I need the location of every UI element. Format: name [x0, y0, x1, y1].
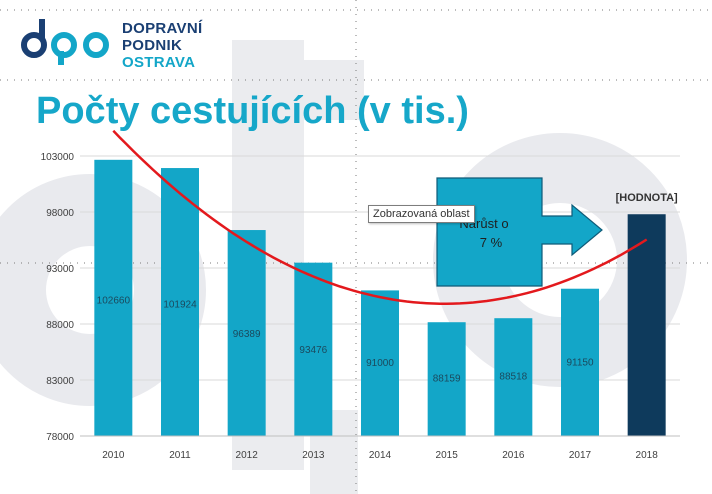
data-label: 91000: [366, 358, 394, 369]
data-label: 101924: [163, 299, 197, 310]
company-name: DOPRAVNÍ PODNIK OSTRAVA: [122, 20, 202, 71]
slide-title: Počty cestujících (v tis.): [36, 90, 469, 132]
y-tick-label: 93000: [46, 264, 74, 275]
x-tick-label: 2018: [636, 450, 659, 461]
x-tick-label: 2012: [236, 450, 259, 461]
bar[interactable]: [361, 290, 399, 436]
y-tick-label: 78000: [46, 432, 74, 443]
x-tick-label: 2013: [302, 450, 325, 461]
x-tick-label: 2017: [569, 450, 592, 461]
bar[interactable]: [427, 322, 466, 436]
bar[interactable]: [294, 262, 333, 436]
x-tick-label: 2016: [502, 450, 525, 461]
y-tick-label: 103000: [41, 152, 75, 163]
data-label: 96389: [233, 329, 261, 340]
data-label: 93476: [299, 345, 327, 356]
company-name-line3: OSTRAVA: [122, 54, 196, 71]
x-tick-label: 2010: [102, 450, 125, 461]
dpo-logo-mark-icon: [21, 19, 109, 65]
data-label: [HODNOTA]: [616, 192, 678, 204]
bar[interactable]: [561, 288, 599, 436]
x-tick-label: 2014: [369, 450, 392, 461]
arrow-callout-line2: 7 %: [480, 235, 503, 250]
bar[interactable]: [494, 318, 533, 436]
y-tick-label: 83000: [46, 376, 74, 387]
data-label: 91150: [566, 357, 594, 368]
company-name-line1: DOPRAVNÍ: [122, 20, 203, 37]
y-tick-label: 98000: [46, 208, 74, 219]
trendline: [112, 129, 648, 305]
data-label: 88159: [433, 373, 461, 384]
arrow-callout[interactable]: [436, 177, 603, 287]
x-tick-label: 2015: [436, 450, 459, 461]
bar[interactable]: [227, 230, 266, 436]
bar[interactable]: [94, 159, 133, 437]
tooltip: Zobrazovaná oblast: [368, 205, 475, 223]
data-label: 102660: [97, 295, 131, 306]
bar[interactable]: [161, 168, 199, 436]
bar[interactable]: [627, 214, 666, 436]
x-tick-label: 2011: [169, 450, 191, 461]
data-label: 88518: [499, 371, 527, 382]
company-name-line2: PODNIK: [122, 37, 183, 54]
y-tick-label: 88000: [46, 320, 74, 331]
